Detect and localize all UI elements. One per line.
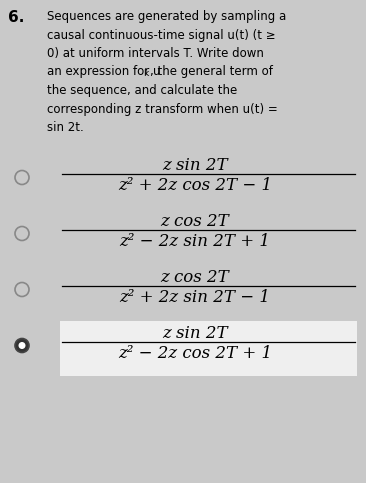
Text: z² + 2z sin 2T − 1: z² + 2z sin 2T − 1 <box>120 288 270 306</box>
Text: z² − 2z sin 2T + 1: z² − 2z sin 2T + 1 <box>120 232 270 250</box>
Circle shape <box>15 283 29 297</box>
Text: the sequence, and calculate the: the sequence, and calculate the <box>47 84 237 97</box>
Text: z cos 2T: z cos 2T <box>161 270 229 286</box>
Text: corresponding z transform when u(t) =: corresponding z transform when u(t) = <box>47 102 278 115</box>
Text: k: k <box>143 69 149 77</box>
Text: , the general term of: , the general term of <box>150 66 272 79</box>
Text: sin 2t.: sin 2t. <box>47 121 84 134</box>
Circle shape <box>15 339 29 353</box>
Text: causal continuous-time signal u(t) (t ≥: causal continuous-time signal u(t) (t ≥ <box>47 28 276 42</box>
Circle shape <box>15 227 29 241</box>
Text: z cos 2T: z cos 2T <box>161 213 229 230</box>
Circle shape <box>15 170 29 185</box>
Text: 6.: 6. <box>8 10 25 25</box>
Text: z sin 2T: z sin 2T <box>162 326 228 342</box>
Text: 0) at uniform intervals T. Write down: 0) at uniform intervals T. Write down <box>47 47 264 60</box>
Text: z² + 2z cos 2T − 1: z² + 2z cos 2T − 1 <box>118 176 272 194</box>
Text: z sin 2T: z sin 2T <box>162 157 228 174</box>
Text: an expression for u: an expression for u <box>47 66 161 79</box>
Circle shape <box>19 342 26 349</box>
Text: Sequences are generated by sampling a: Sequences are generated by sampling a <box>47 10 286 23</box>
Text: z² − 2z cos 2T + 1: z² − 2z cos 2T + 1 <box>118 344 272 361</box>
FancyBboxPatch shape <box>60 321 357 375</box>
